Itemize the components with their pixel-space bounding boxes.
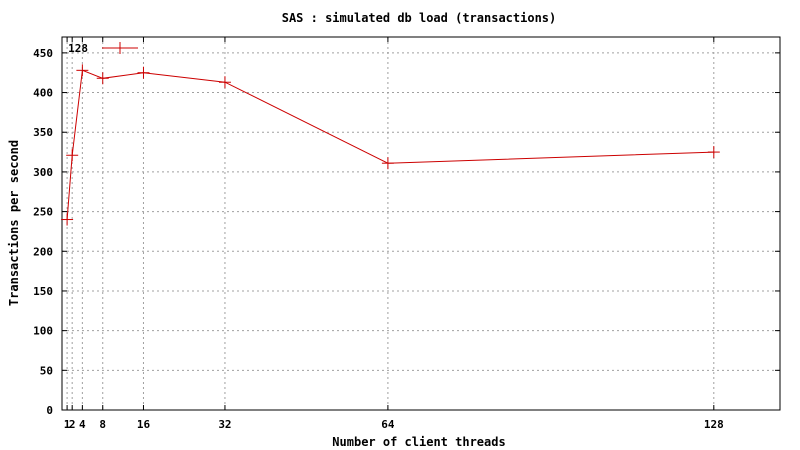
x-tick-label: 8 bbox=[99, 418, 106, 431]
x-tick-label: 2 bbox=[69, 418, 76, 431]
x-tick-label: 64 bbox=[381, 418, 395, 431]
chart-title: SAS : simulated db load (transactions) bbox=[282, 11, 557, 25]
data-point bbox=[66, 149, 79, 162]
data-point bbox=[96, 72, 109, 85]
x-tick-label: 32 bbox=[218, 418, 231, 431]
x-tick-label: 16 bbox=[137, 418, 151, 431]
x-tick-label: 4 bbox=[79, 418, 86, 431]
y-tick-label: 100 bbox=[33, 325, 53, 338]
x-axis: 12 4 8 16 32 64 128 bbox=[64, 37, 724, 431]
plot-frame bbox=[61, 36, 781, 411]
y-tick-label: 400 bbox=[33, 87, 53, 100]
legend-marker bbox=[114, 42, 126, 54]
series-group bbox=[61, 64, 720, 226]
y-tick-label: 200 bbox=[33, 245, 53, 258]
data-point bbox=[218, 76, 231, 89]
x-tick-label: 128 bbox=[704, 418, 724, 431]
data-point bbox=[61, 213, 74, 226]
legend: 128 bbox=[68, 42, 138, 55]
grid bbox=[62, 37, 780, 410]
data-point bbox=[381, 157, 394, 170]
y-tick-label: 150 bbox=[33, 285, 53, 298]
y-tick-label: 300 bbox=[33, 166, 53, 179]
legend-label: 128 bbox=[68, 42, 88, 55]
y-tick-label: 0 bbox=[46, 404, 53, 417]
series-line bbox=[66, 69, 714, 220]
data-point bbox=[76, 64, 89, 77]
data-point bbox=[707, 146, 720, 159]
x-axis-label: Number of client threads bbox=[332, 435, 505, 449]
y-axis-label: Transactions per second bbox=[7, 140, 21, 306]
x-tick-label: 1 bbox=[64, 418, 71, 431]
y-axis: 0 50 100 150 200 250 300 350 400 450 bbox=[33, 47, 780, 417]
data-point bbox=[137, 66, 150, 79]
y-tick-label: 250 bbox=[33, 206, 53, 219]
y-tick-label: 450 bbox=[33, 47, 53, 60]
y-tick-label: 350 bbox=[33, 126, 53, 139]
y-tick-label: 50 bbox=[40, 364, 53, 377]
